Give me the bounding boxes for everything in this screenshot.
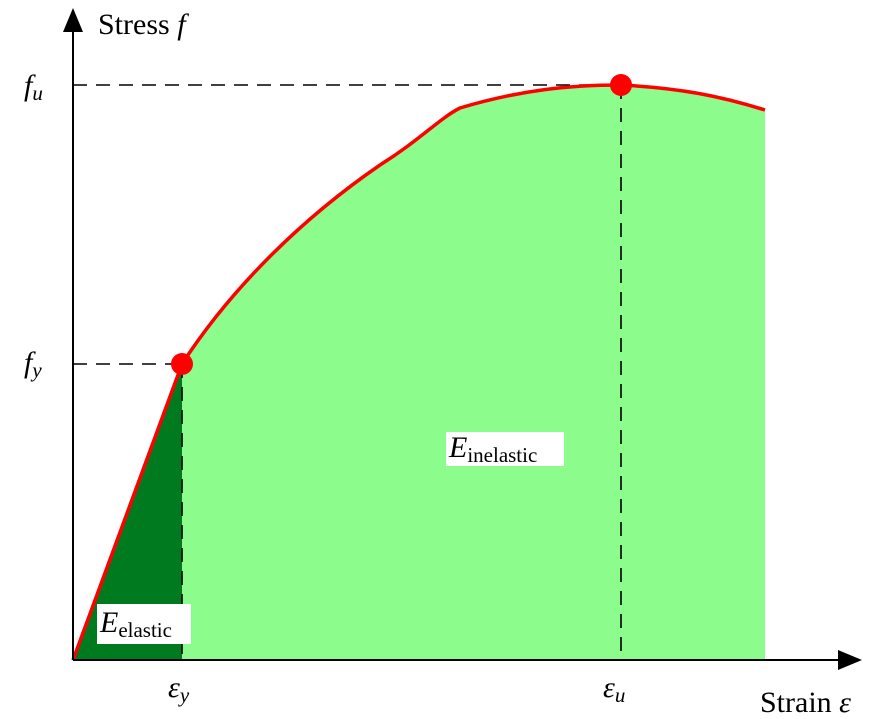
label-part: E bbox=[448, 431, 467, 464]
inelastic-label-box bbox=[446, 432, 564, 466]
label-part: Stress bbox=[98, 8, 170, 41]
x-arrow bbox=[838, 650, 862, 670]
label-part: Strain bbox=[760, 686, 832, 719]
inelastic-label: Einelastic bbox=[448, 431, 537, 467]
label-part: u bbox=[615, 683, 626, 707]
inelastic-region bbox=[182, 85, 765, 660]
fu-label: fu bbox=[24, 69, 43, 105]
x-axis-label: Strain ε bbox=[760, 686, 851, 719]
label-part: f bbox=[177, 8, 189, 41]
eps-u-label: εu bbox=[603, 671, 625, 707]
elastic-label-box bbox=[97, 604, 191, 644]
label-part: y bbox=[30, 358, 42, 382]
label-part: E bbox=[99, 606, 118, 639]
stress-strain-curve bbox=[71, 83, 766, 661]
label-part: inelastic bbox=[467, 443, 537, 467]
ultimate-point bbox=[610, 74, 632, 96]
eps-y-label: εy bbox=[168, 671, 190, 707]
yield-point bbox=[171, 353, 193, 375]
fy-label: fy bbox=[24, 346, 42, 382]
label-part: ε bbox=[168, 671, 180, 704]
label-part: y bbox=[178, 683, 190, 707]
y-arrow bbox=[63, 8, 83, 32]
elastic-label: Eelastic bbox=[99, 606, 172, 642]
label-part: ε bbox=[839, 686, 851, 719]
y-axis-label: Stress f bbox=[98, 8, 189, 41]
label-part: u bbox=[32, 81, 43, 105]
label-part: ε bbox=[603, 671, 615, 704]
label-part: elastic bbox=[118, 618, 172, 642]
